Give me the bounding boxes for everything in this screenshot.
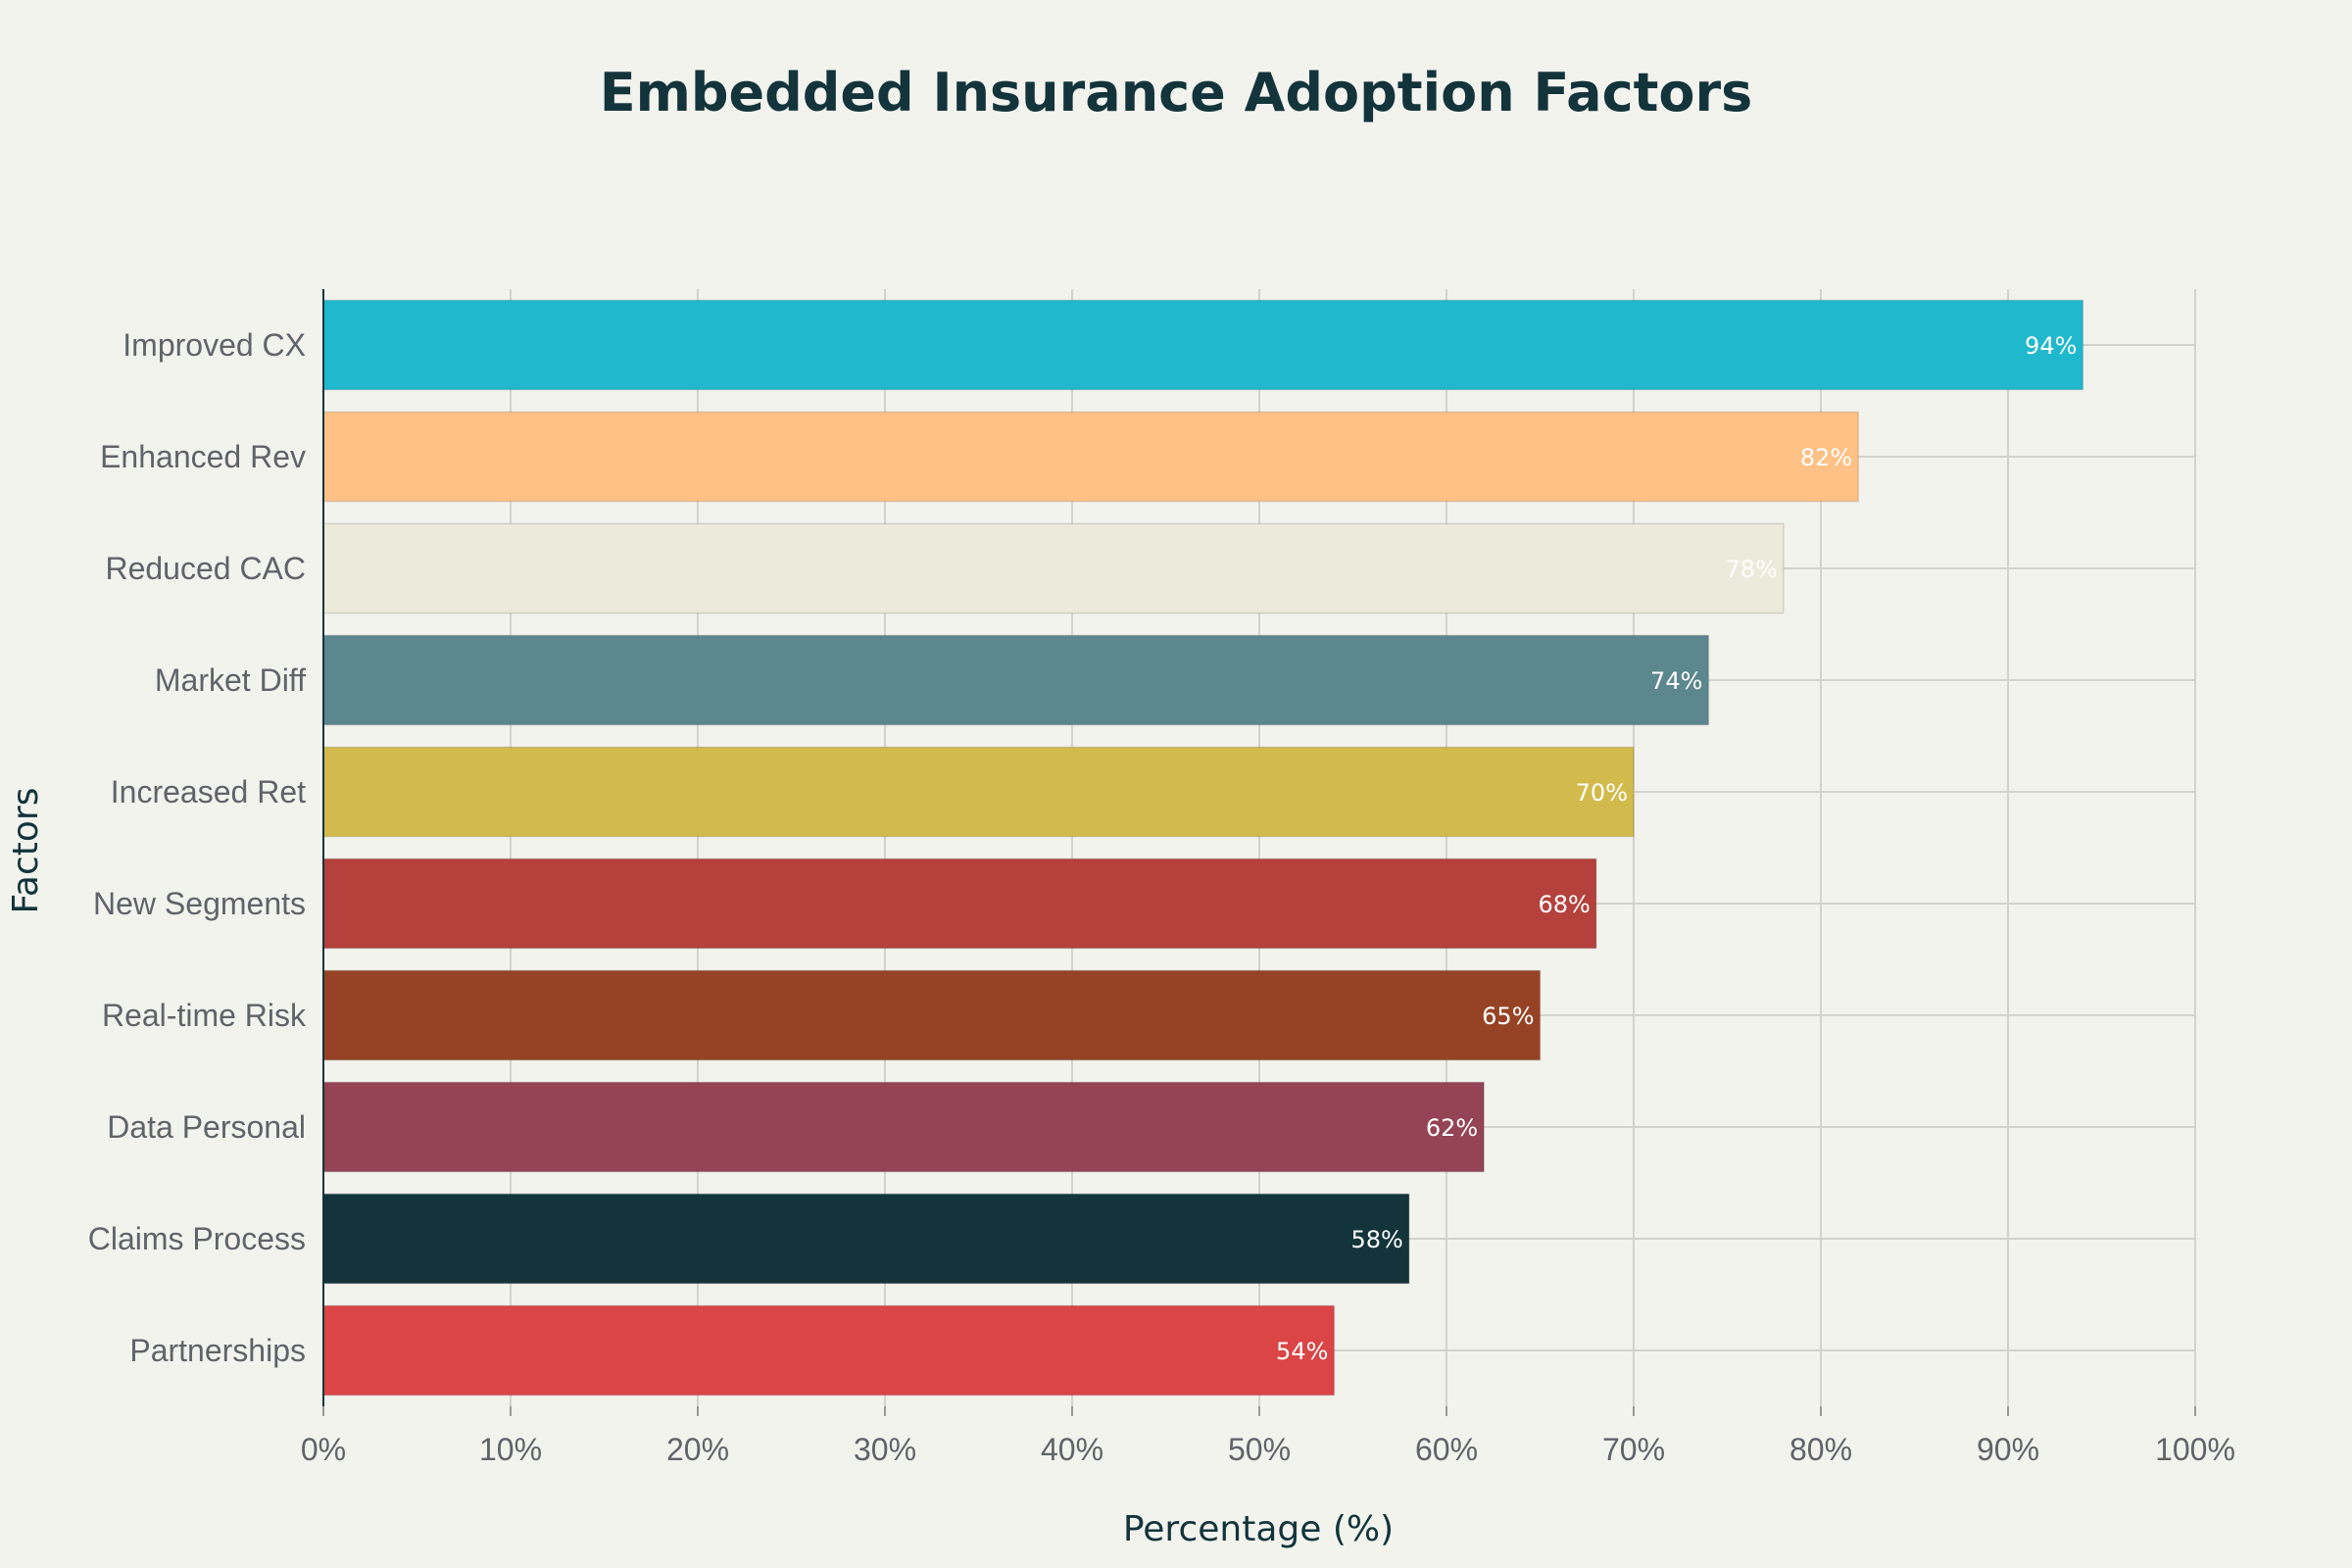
y-tick-labels: Improved CX Enhanced Rev Reduced CAC Market… <box>88 327 307 1368</box>
x-tick-label: 100% <box>2155 1432 2235 1467</box>
value-label: 70% <box>1576 779 1628 807</box>
x-tick-label: 20% <box>666 1432 729 1467</box>
bar-reduced-cac <box>322 522 1785 614</box>
value-label: 78% <box>1725 556 1777 583</box>
y-tick-label: Market Diff <box>155 662 306 698</box>
x-tick-label: 60% <box>1415 1432 1478 1467</box>
value-label: 62% <box>1426 1114 1478 1142</box>
y-tick-label: New Segments <box>93 886 306 921</box>
y-tick-label: Enhanced Rev <box>100 439 306 474</box>
x-axis-title: Percentage (%) <box>1123 1509 1394 1549</box>
y-tick-label: Claims Process <box>88 1221 306 1256</box>
value-label: 94% <box>2025 332 2077 360</box>
bar-new-segments <box>322 858 1597 950</box>
x-tick-label: 10% <box>479 1432 542 1467</box>
y-tick-label: Partnerships <box>129 1333 306 1368</box>
value-label: 68% <box>1538 891 1590 918</box>
y-tick-label: Data Personal <box>107 1109 306 1145</box>
x-tick-label: 0% <box>301 1432 346 1467</box>
bar-improved-cx <box>322 299 2084 391</box>
bar-partnerships <box>322 1304 1336 1396</box>
value-label: 74% <box>1650 667 1702 695</box>
chart-title: Embedded Insurance Adoption Factors <box>600 62 1753 123</box>
x-tick-label: 70% <box>1602 1432 1665 1467</box>
y-tick-label: Real-time Risk <box>102 998 307 1033</box>
x-tick-labels: 0% 10% 20% 30% 40% 50% 60% 70% 80% 90% 100% <box>301 1406 2235 1467</box>
bar-claims-process <box>322 1193 1410 1285</box>
value-label: 82% <box>1800 444 1852 471</box>
bar-market-diff <box>322 634 1710 726</box>
bar-enhanced-rev <box>322 411 1859 503</box>
y-axis-title: Factors <box>6 788 46 914</box>
x-tick-label: 80% <box>1789 1432 1852 1467</box>
x-tick-label: 90% <box>1977 1432 2039 1467</box>
bars <box>322 299 2084 1396</box>
x-tick-label: 40% <box>1041 1432 1103 1467</box>
y-tick-label: Reduced CAC <box>105 551 306 586</box>
y-tick-label: Improved CX <box>122 327 306 363</box>
x-tick-label: 50% <box>1228 1432 1291 1467</box>
bar-real-time-risk <box>322 969 1542 1061</box>
value-label: 58% <box>1350 1226 1402 1253</box>
x-tick-label: 30% <box>854 1432 916 1467</box>
value-label: 65% <box>1482 1003 1534 1030</box>
bar-data-personal <box>322 1081 1485 1173</box>
value-labels: 94% 82% 78% 74% 70% 68% 65% 62% 58% 54% <box>1276 332 2077 1365</box>
y-tick-label: Increased Ret <box>111 774 306 809</box>
value-label: 54% <box>1276 1338 1328 1365</box>
bar-increased-ret <box>322 746 1635 838</box>
